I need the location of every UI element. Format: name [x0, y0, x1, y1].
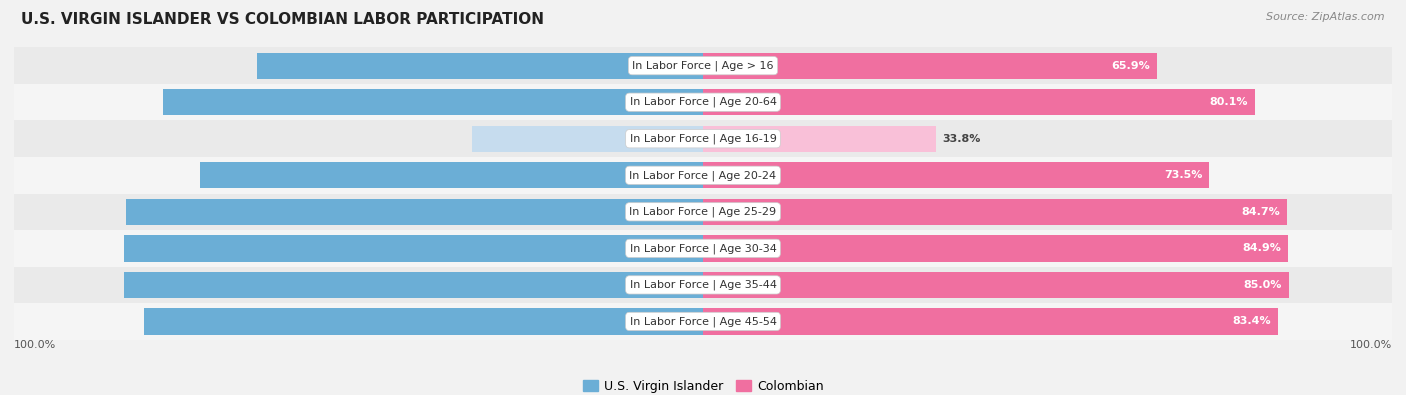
- Bar: [703, 53, 1157, 79]
- Text: In Labor Force | Age 30-34: In Labor Force | Age 30-34: [630, 243, 776, 254]
- Text: In Labor Force | Age 20-64: In Labor Force | Age 20-64: [630, 97, 776, 107]
- Bar: [703, 162, 1209, 188]
- Bar: [703, 235, 1288, 261]
- Bar: [471, 126, 703, 152]
- Text: In Labor Force | Age > 16: In Labor Force | Age > 16: [633, 60, 773, 71]
- Bar: [124, 272, 703, 298]
- Bar: [14, 157, 1392, 194]
- Bar: [143, 308, 703, 335]
- Text: In Labor Force | Age 35-44: In Labor Force | Age 35-44: [630, 280, 776, 290]
- Text: Source: ZipAtlas.com: Source: ZipAtlas.com: [1267, 12, 1385, 22]
- Text: 84.7%: 84.7%: [1241, 207, 1279, 217]
- Text: In Labor Force | Age 20-24: In Labor Force | Age 20-24: [630, 170, 776, 181]
- Bar: [14, 267, 1392, 303]
- Text: 78.4%: 78.4%: [651, 97, 689, 107]
- Bar: [125, 199, 703, 225]
- Text: 83.4%: 83.4%: [1232, 316, 1271, 326]
- Text: 73.5%: 73.5%: [1164, 170, 1202, 180]
- Text: 33.6%: 33.6%: [651, 134, 689, 144]
- Bar: [14, 120, 1392, 157]
- Bar: [703, 272, 1289, 298]
- Bar: [124, 235, 703, 261]
- Text: 85.0%: 85.0%: [1243, 280, 1282, 290]
- Text: 84.9%: 84.9%: [1241, 243, 1281, 253]
- Bar: [14, 230, 1392, 267]
- Text: 84.0%: 84.0%: [651, 280, 689, 290]
- Text: U.S. VIRGIN ISLANDER VS COLOMBIAN LABOR PARTICIPATION: U.S. VIRGIN ISLANDER VS COLOMBIAN LABOR …: [21, 12, 544, 27]
- Text: 100.0%: 100.0%: [1350, 340, 1392, 350]
- Text: In Labor Force | Age 45-54: In Labor Force | Age 45-54: [630, 316, 776, 327]
- Text: In Labor Force | Age 25-29: In Labor Force | Age 25-29: [630, 207, 776, 217]
- Bar: [703, 126, 936, 152]
- Text: 84.1%: 84.1%: [651, 243, 689, 253]
- Bar: [14, 47, 1392, 84]
- Bar: [14, 303, 1392, 340]
- Text: 100.0%: 100.0%: [14, 340, 56, 350]
- Bar: [703, 199, 1286, 225]
- Text: 65.9%: 65.9%: [1111, 61, 1150, 71]
- Bar: [703, 89, 1254, 115]
- Bar: [14, 194, 1392, 230]
- Text: In Labor Force | Age 16-19: In Labor Force | Age 16-19: [630, 134, 776, 144]
- Legend: U.S. Virgin Islander, Colombian: U.S. Virgin Islander, Colombian: [578, 375, 828, 395]
- Text: 64.7%: 64.7%: [651, 61, 689, 71]
- Bar: [703, 308, 1278, 335]
- Text: 81.2%: 81.2%: [651, 316, 689, 326]
- Text: 80.1%: 80.1%: [1209, 97, 1249, 107]
- Text: 73.0%: 73.0%: [651, 170, 689, 180]
- Text: 83.8%: 83.8%: [651, 207, 689, 217]
- Text: 33.8%: 33.8%: [943, 134, 981, 144]
- Bar: [257, 53, 703, 79]
- Bar: [14, 84, 1392, 120]
- Bar: [200, 162, 703, 188]
- Bar: [163, 89, 703, 115]
